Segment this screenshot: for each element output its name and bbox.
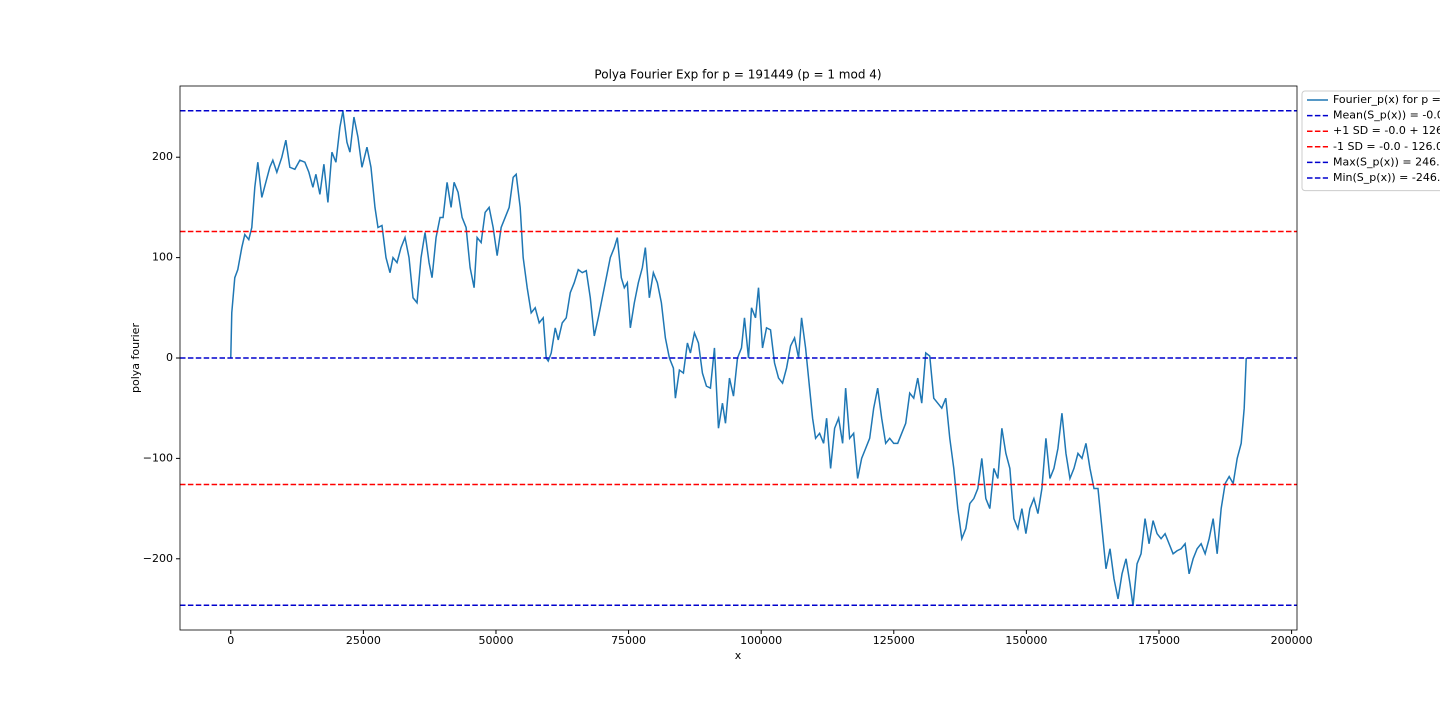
- legend-box: [1301, 90, 1440, 192]
- legend-label: Min(S_p(x)) = -246.31: [1333, 171, 1440, 184]
- x-tick-label: 75000: [611, 634, 646, 647]
- legend-label: Max(S_p(x)) = 246.31: [1333, 155, 1440, 168]
- x-tick-label: 25000: [346, 634, 381, 647]
- plot-frame: [179, 85, 1298, 631]
- legend-label: +1 SD = -0.0 + 126.0: [1333, 124, 1440, 137]
- y-tick-label: −100: [143, 451, 173, 464]
- legend-label: -1 SD = -0.0 - 126.04: [1333, 140, 1440, 153]
- y-tick-label: 100: [152, 251, 173, 264]
- chart-title: Polya Fourier Exp for p = 191449 (p = 1 …: [594, 68, 881, 82]
- legend-label: Mean(S_p(x)) = -0.0: [1333, 109, 1440, 122]
- x-axis-label: x: [735, 649, 742, 662]
- y-axis-label: polya fourier: [129, 323, 142, 393]
- x-tick-label: 175000: [1138, 634, 1180, 647]
- x-tick-label: 100000: [740, 634, 782, 647]
- x-tick-label: 150000: [1005, 634, 1047, 647]
- x-tick-label: 200000: [1271, 634, 1313, 647]
- data-line: [230, 110, 1247, 607]
- y-tick-label: 200: [152, 150, 173, 163]
- legend-label: Fourier_p(x) for p = 1: [1333, 93, 1440, 106]
- y-tick-label: −200: [143, 552, 173, 565]
- x-tick-label: 50000: [478, 634, 513, 647]
- x-tick-label: 0: [227, 634, 234, 647]
- x-tick-label: 125000: [873, 634, 915, 647]
- y-tick-label: 0: [166, 351, 173, 364]
